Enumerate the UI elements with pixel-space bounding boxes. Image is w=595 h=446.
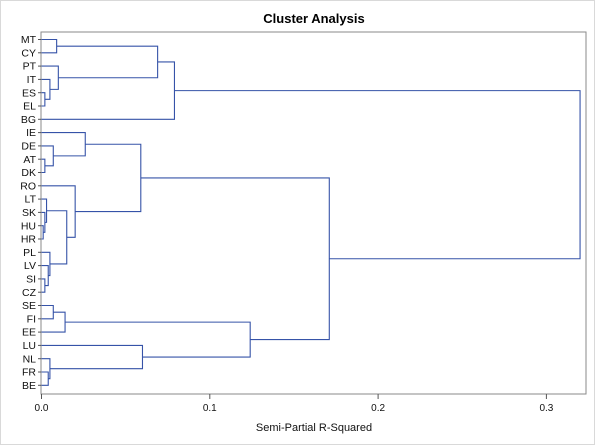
x-tick-label: 0.0 — [35, 403, 49, 414]
leaf-label-cz: CZ — [22, 287, 37, 299]
merge-link — [65, 321, 251, 358]
leaf-label-de: DE — [21, 141, 36, 153]
merge-link — [174, 90, 581, 260]
leaf-label-se: SE — [22, 300, 36, 312]
leaf-label-pl: PL — [23, 247, 36, 259]
x-axis: 0.0 0.1 0.2 0.3 — [35, 394, 554, 414]
merge-link — [41, 92, 46, 107]
merge-link — [41, 132, 86, 157]
merge-link — [56, 45, 159, 79]
leaf-label-ro: RO — [20, 180, 36, 192]
leaf-label-dk: DK — [21, 167, 36, 179]
leaf-label-be: BE — [22, 380, 36, 392]
leaf-label-fi: FI — [27, 313, 36, 325]
leaf-label-es: ES — [22, 87, 36, 99]
merge-link — [41, 278, 46, 293]
leaf-label-mt: MT — [21, 34, 37, 46]
merge-link — [41, 225, 44, 240]
leaf-label-el: EL — [23, 101, 36, 113]
merge-link — [41, 198, 48, 223]
x-axis-label: Semi-Partial R-Squared — [256, 422, 372, 434]
merge-link — [41, 371, 49, 386]
merge-link — [41, 145, 54, 167]
leaf-label-si: SI — [26, 274, 36, 286]
leaf-label-nl: NL — [23, 353, 37, 365]
leaf-label-cy: CY — [21, 47, 36, 59]
leaf-label-pt: PT — [23, 61, 37, 73]
chart-title: Cluster Analysis — [263, 11, 364, 26]
leaf-label-lu: LU — [23, 340, 36, 352]
plot-area — [40, 31, 587, 395]
leaf-label-sk: SK — [22, 207, 36, 219]
merge-link — [41, 78, 51, 100]
merge-link — [41, 344, 144, 370]
leaf-label-lt: LT — [25, 194, 37, 206]
merge-link — [41, 158, 46, 174]
leaf-label-hr: HR — [21, 234, 37, 246]
dendrogram-links — [41, 38, 581, 386]
merge-link — [41, 38, 58, 54]
leaf-label-lv: LV — [24, 260, 36, 272]
leaf-label-ee: EE — [22, 327, 36, 339]
leaf-label-fr: FR — [22, 367, 36, 379]
leaf-label-bg: BG — [21, 114, 36, 126]
x-tick-label: 0.1 — [203, 403, 217, 414]
leaf-label-it: IT — [27, 74, 37, 86]
x-tick-label: 0.2 — [371, 403, 385, 414]
merge-link — [41, 304, 54, 320]
leaf-label-hu: HU — [21, 220, 36, 232]
merge-link — [41, 61, 176, 120]
leaf-label-at: AT — [23, 154, 36, 166]
merge-link — [140, 177, 330, 341]
leaf-label-ie: IE — [26, 127, 36, 139]
x-tick-label: 0.3 — [539, 403, 553, 414]
